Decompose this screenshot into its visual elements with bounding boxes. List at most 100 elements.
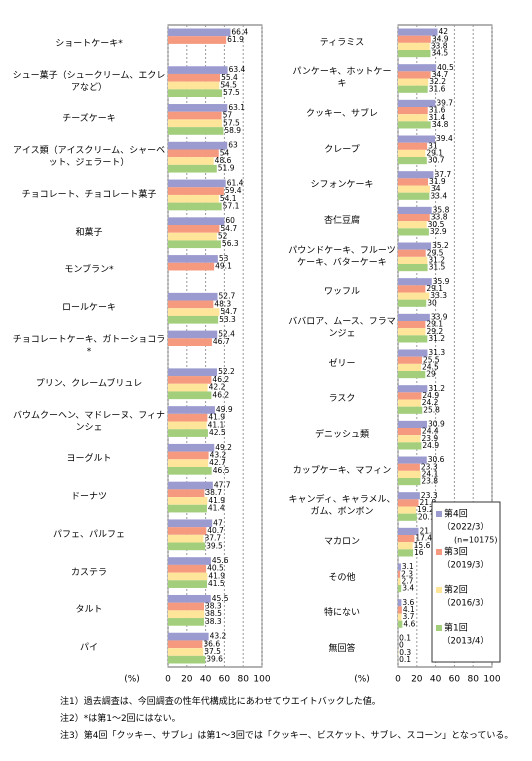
category-label: 特にない — [323, 608, 360, 619]
data-label: 31.3 — [428, 348, 445, 357]
bar — [168, 368, 218, 377]
data-label: 3.7 — [402, 612, 414, 621]
data-label: 41.1 — [208, 420, 225, 429]
bar — [398, 420, 428, 428]
legend-swatch — [436, 625, 442, 631]
bar — [398, 506, 417, 514]
category-label: キャンディ、キャラメル、ガム、ボンボン — [288, 495, 396, 518]
bar — [398, 406, 423, 414]
category-label: クレープ — [324, 144, 360, 155]
data-label: 0 — [399, 641, 404, 650]
bar — [398, 442, 422, 450]
data-label: 32.2 — [429, 77, 446, 86]
data-label: 30.6 — [428, 455, 445, 464]
bar — [168, 338, 212, 346]
bar — [398, 563, 401, 571]
category-label: パンケーキ、ホットケーキ — [292, 67, 392, 90]
category-label: 無回答 — [328, 644, 356, 655]
bar — [398, 157, 427, 165]
category-label: ワッフル — [323, 287, 360, 298]
bar — [398, 121, 431, 129]
bar — [168, 28, 231, 37]
data-label: 41.9 — [208, 571, 225, 580]
bar — [398, 577, 401, 585]
x-tick-label: 40 — [430, 675, 442, 685]
data-label: 59.4 — [225, 186, 242, 195]
data-label: 29.1 — [426, 320, 443, 329]
legend-label: 第3回 — [444, 546, 468, 558]
x-tick-label: 0 — [165, 675, 171, 685]
data-label: 41.9 — [208, 496, 225, 505]
bar — [398, 256, 428, 264]
bar — [168, 459, 209, 467]
data-label: 21.8 — [419, 498, 436, 507]
bar — [168, 104, 228, 112]
data-label: 38.7 — [205, 488, 222, 497]
bar — [398, 392, 422, 400]
legend-label: 第4回 — [444, 508, 468, 520]
footnote: 注3）第4回「クッキー、サブレ」は第1～3回では「クッキー、ビスケット、サブレ、… — [60, 731, 514, 741]
bar — [398, 192, 430, 200]
data-label: 63 — [228, 141, 238, 150]
bar — [398, 620, 403, 628]
data-label: 45.6 — [212, 556, 229, 565]
bar — [398, 570, 401, 578]
bar — [168, 36, 227, 44]
bar — [168, 164, 217, 173]
category-label: デニッシュ類 — [314, 430, 369, 441]
bar — [398, 285, 426, 293]
bar — [398, 135, 436, 143]
data-label: 39.5 — [206, 541, 223, 550]
bar — [398, 178, 428, 186]
data-label: 63.4 — [229, 65, 246, 74]
data-label: 42.5 — [209, 428, 226, 437]
bar — [398, 527, 419, 535]
bar — [168, 655, 206, 664]
data-label: 57.1 — [223, 201, 240, 210]
x-tick-label: 60 — [219, 675, 231, 685]
category-label: シュー菓子（シュークリーム、エクレアなど） — [12, 70, 166, 93]
bar — [398, 292, 430, 300]
data-label: 16 — [414, 548, 424, 557]
bar — [168, 451, 209, 460]
data-label: 17.4 — [415, 534, 432, 543]
bar — [168, 240, 221, 249]
category-label: タルト — [75, 605, 103, 616]
data-label: 34.7 — [432, 70, 449, 79]
data-label: 33.8 — [431, 213, 448, 222]
data-label: 0.1 — [399, 633, 411, 642]
bar — [398, 214, 430, 222]
category-label: ババロア、ムース、フラマンジェ — [288, 317, 396, 340]
data-label: 0.1 — [399, 655, 411, 664]
data-label: 35.2 — [432, 241, 449, 250]
category-label: 和菓子 — [75, 227, 103, 238]
bar — [168, 217, 225, 226]
bar — [168, 157, 214, 165]
x-tick-label: 0 — [395, 675, 401, 685]
footnote: 注1）過去調査は、今回調査の性年代構成比にあわせてウエイトバックした値。 — [60, 697, 381, 707]
bar — [168, 73, 221, 82]
bar — [168, 330, 218, 339]
bar — [398, 242, 432, 250]
data-label: 57.5 — [223, 118, 240, 127]
data-label: 31.6 — [429, 106, 446, 115]
bar — [168, 187, 224, 195]
bar — [398, 606, 402, 614]
legend-note: (n=10175) — [454, 536, 497, 545]
data-label: 31.2 — [428, 255, 445, 264]
data-label: 21.8 — [419, 526, 436, 535]
bar — [398, 349, 428, 357]
bar — [168, 580, 208, 588]
bar — [168, 179, 226, 188]
bar — [398, 399, 421, 407]
legend-period: （2022/3） — [442, 522, 489, 533]
data-label: 33.3 — [430, 291, 447, 300]
data-label: 54.1 — [220, 194, 237, 203]
bar — [398, 478, 421, 486]
data-label: 43.2 — [210, 450, 227, 459]
bar — [398, 513, 417, 521]
bar — [168, 557, 211, 565]
data-label: 29 — [426, 370, 436, 379]
legend-swatch — [436, 549, 442, 555]
